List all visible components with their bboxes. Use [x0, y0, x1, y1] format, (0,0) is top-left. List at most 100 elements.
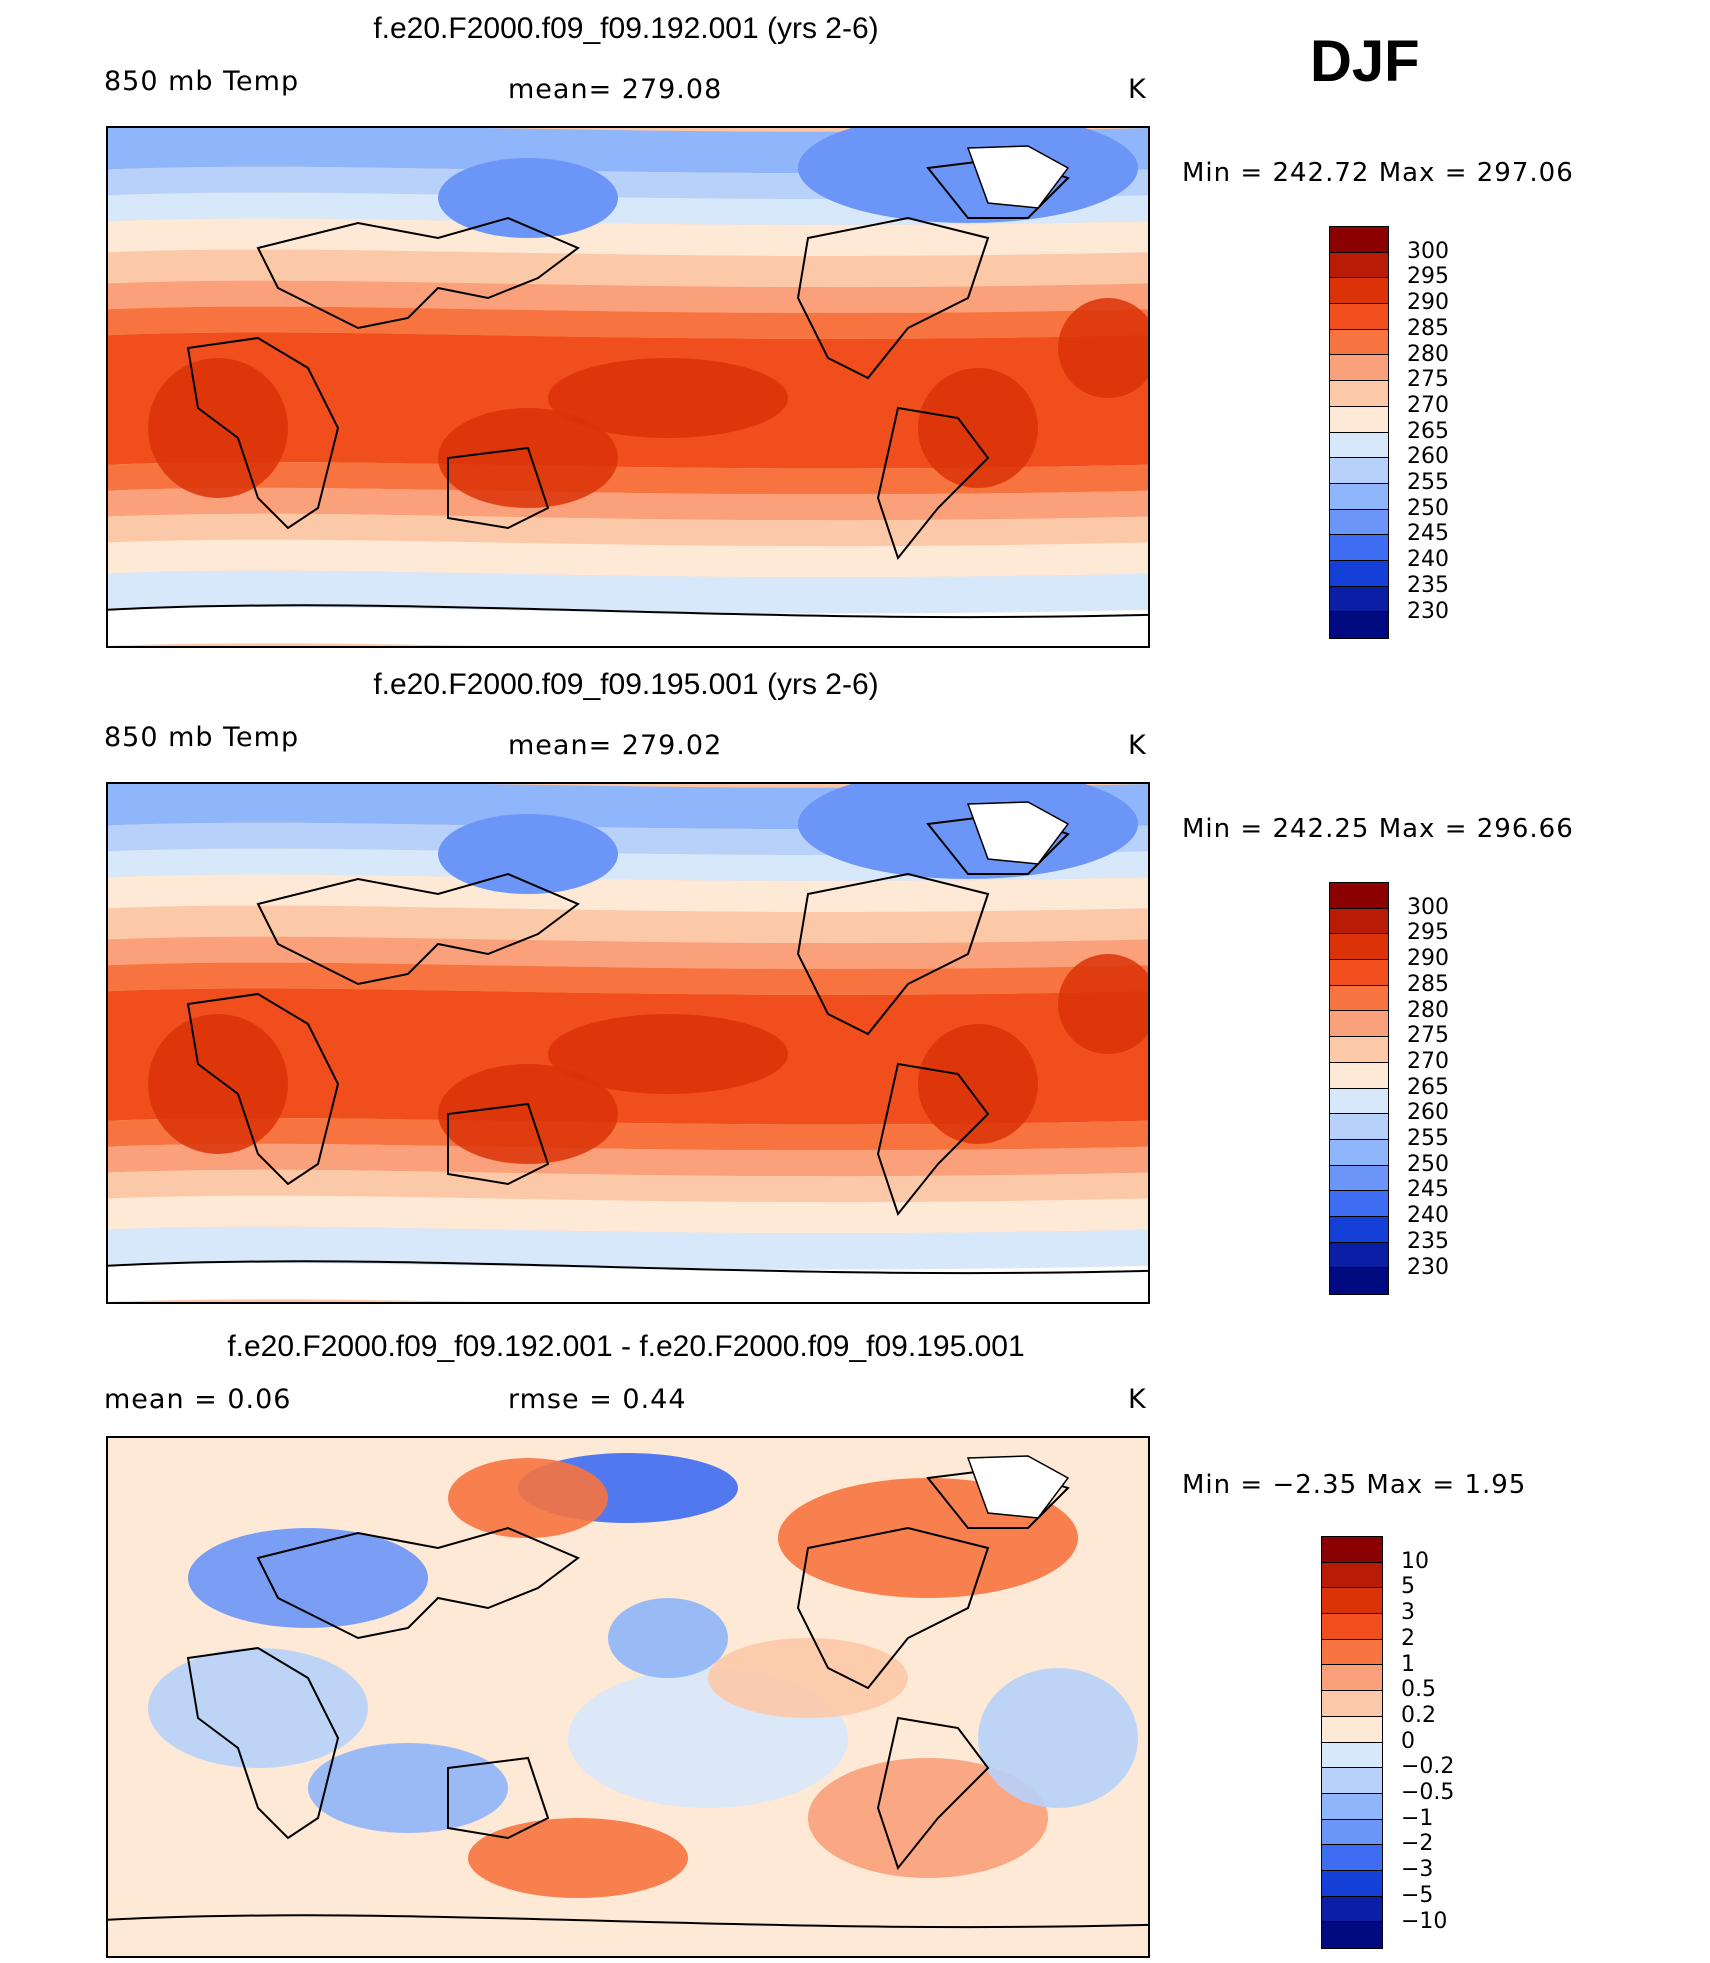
panel-1-contour-field [108, 128, 1148, 646]
temperature-band [108, 306, 1148, 339]
temperature-band [108, 905, 1148, 944]
temperature-band [108, 218, 1148, 257]
colorbar-label: −10 [1401, 1908, 1448, 1934]
continent-outline [256, 216, 580, 330]
colorbar-swatch [1322, 1665, 1382, 1692]
colorbar-swatch [1330, 381, 1388, 407]
anomaly-patch [448, 1458, 608, 1538]
colorbar-label: 280 [1407, 997, 1449, 1023]
colorbar-swatch [1322, 1716, 1382, 1743]
anomaly-patch [308, 1743, 508, 1833]
temperature-band [108, 1169, 1148, 1203]
colorbar-label: −5 [1401, 1882, 1434, 1908]
colorbar-swatch [1322, 1819, 1382, 1846]
colorbar-label: 0 [1401, 1728, 1415, 1754]
continent-outline [876, 406, 990, 561]
continent-outline [186, 992, 340, 1186]
warm-core [148, 1014, 288, 1154]
colorbar-swatch [1330, 1242, 1388, 1269]
colorbar-swatch [1330, 934, 1388, 961]
temperature-band [108, 487, 1148, 521]
panel-2-colorbar [1329, 882, 1389, 1295]
colorbar-label: 275 [1407, 367, 1449, 393]
colorbar-label: 260 [1407, 1100, 1449, 1126]
colorbar-swatch [1330, 1114, 1388, 1140]
panel-3-rmse-label: rmse = 0.44 [508, 1384, 687, 1415]
colorbar-label: 240 [1407, 1203, 1449, 1229]
temperature-band [108, 539, 1148, 578]
warm-core [548, 358, 788, 438]
temperature-band [108, 462, 1148, 495]
panel-1-map [106, 126, 1150, 648]
colorbar-label: 240 [1407, 547, 1449, 573]
panel-1-variable-label: 850 mb Temp [104, 66, 300, 97]
panel-3-contour-field [108, 1438, 1148, 1956]
cold-core [438, 158, 618, 238]
panel-2-mean-label: mean= 279.02 [508, 730, 723, 761]
continent-outline [876, 1062, 990, 1217]
colorbar-swatch [1330, 960, 1388, 986]
panel-2-min-max: Min = 242.25 Max = 296.66 [1182, 814, 1574, 844]
colorbar-label: 250 [1407, 495, 1449, 521]
continent-outline [256, 872, 580, 986]
continent-outline [186, 1646, 340, 1840]
antarctica-outline [108, 1914, 1148, 1929]
colorbar-label: −0.5 [1401, 1780, 1455, 1805]
panel-3-mean-label: mean = 0.06 [104, 1384, 292, 1415]
colorbar-swatch [1330, 329, 1388, 356]
colorbar-label: 0.2 [1401, 1702, 1436, 1728]
cold-core [438, 814, 618, 894]
colorbar-label: −1 [1401, 1805, 1434, 1831]
temperature-band [108, 874, 1148, 913]
colorbar-swatch [1322, 1537, 1382, 1563]
colorbar-swatch [1322, 1896, 1382, 1923]
colorbar-label: 230 [1407, 1254, 1449, 1280]
panel-3-units-label: K [1128, 1384, 1147, 1415]
colorbar-swatch [1330, 883, 1388, 909]
temperature-band [108, 962, 1148, 995]
colorbar-label: 265 [1407, 1074, 1449, 1100]
colorbar-swatch [1330, 406, 1388, 433]
panel-2-variable-label: 850 mb Temp [104, 722, 300, 753]
temperature-band [108, 513, 1148, 547]
colorbar-label: 245 [1407, 521, 1449, 547]
season-label: DJF [1310, 29, 1420, 94]
colorbar-label: 3 [1401, 1600, 1415, 1626]
temperature-band [108, 1226, 1148, 1270]
colorbar-label: 275 [1407, 1023, 1449, 1049]
anomaly-patch [188, 1528, 428, 1628]
colorbar-label: 235 [1407, 572, 1449, 598]
colorbar-swatch [1330, 304, 1388, 330]
anomaly-patch [148, 1648, 368, 1768]
colorbar-swatch [1330, 1088, 1388, 1115]
colorbar-label: 300 [1407, 894, 1449, 920]
colorbar-label: 265 [1407, 418, 1449, 444]
colorbar-label: 235 [1407, 1228, 1449, 1254]
panel-2-contour-field [108, 784, 1148, 1302]
colorbar-swatch [1330, 985, 1388, 1012]
colorbar-swatch [1330, 252, 1388, 279]
colorbar-label: 300 [1407, 238, 1449, 264]
colorbar-swatch [1322, 1742, 1382, 1769]
colorbar-swatch [1330, 1011, 1388, 1038]
temperature-band [108, 607, 1148, 646]
temperature-band [108, 1195, 1148, 1234]
colorbar-label: 270 [1407, 1048, 1449, 1074]
continent-outline [447, 1102, 550, 1186]
colorbar-swatch [1330, 612, 1388, 638]
colorbar-label: 270 [1407, 392, 1449, 418]
panel-3-title: f.e20.F2000.f09_f09.192.001 - f.e20.F200… [227, 1330, 1025, 1363]
cold-core [798, 784, 1138, 879]
colorbar-swatch [1322, 1922, 1382, 1948]
temperature-band [108, 1143, 1148, 1177]
warm-core [438, 408, 618, 508]
panel-2-units-label: K [1128, 730, 1147, 761]
colorbar-label: 230 [1407, 598, 1449, 624]
anomaly-patch [708, 1638, 908, 1718]
continent-outline [256, 1526, 580, 1640]
temperature-band [108, 570, 1148, 614]
cold-core [798, 128, 1138, 223]
colorbar-label: 260 [1407, 444, 1449, 470]
colorbar-label: 245 [1407, 1177, 1449, 1203]
continent-outline [447, 446, 550, 530]
